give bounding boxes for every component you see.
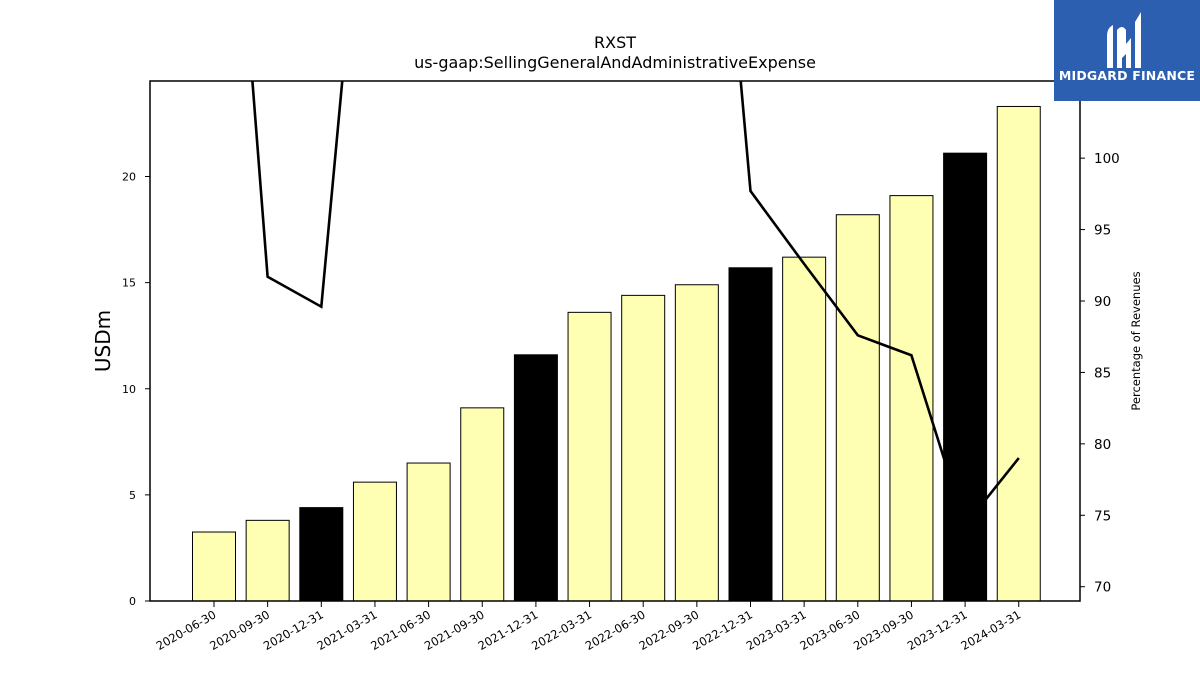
bar xyxy=(889,195,934,602)
bar xyxy=(299,507,344,602)
logo-mark-icon xyxy=(1107,12,1141,68)
x-tick-label: 2023-03-31 xyxy=(744,607,809,653)
logo-text: MIDGARD FINANCE xyxy=(1058,68,1196,83)
chart-subtitle: us-gaap:SellingGeneralAndAdministrativeE… xyxy=(414,53,816,72)
bar xyxy=(835,214,880,602)
x-tick-label: 2021-12-31 xyxy=(476,607,541,653)
x-tick-label: 2021-09-30 xyxy=(422,607,487,653)
bar xyxy=(782,256,827,602)
series-line xyxy=(739,81,1020,529)
bar xyxy=(192,531,236,602)
x-tick-label: 2022-06-30 xyxy=(583,607,648,653)
x-tick-label: 2022-03-31 xyxy=(529,607,594,653)
x-tick-label: 2021-06-30 xyxy=(368,607,433,653)
y-axis-label: USDm xyxy=(91,310,115,372)
x-tick-label: 2022-09-30 xyxy=(636,607,701,653)
bar xyxy=(245,519,290,602)
x-tick-label: 2020-06-30 xyxy=(154,607,219,653)
bar xyxy=(621,294,666,602)
x-tick-label: 2023-06-30 xyxy=(797,607,862,653)
y2-tick-label: 100 xyxy=(1094,151,1120,167)
y2-tick-label: 80 xyxy=(1094,437,1111,453)
bar xyxy=(996,105,1041,602)
bar xyxy=(728,267,773,602)
chart-title: RXST xyxy=(594,33,636,52)
midgard-finance-logo: MIDGARD FINANCE xyxy=(1054,0,1200,101)
y-tick-label: 0 xyxy=(129,595,136,608)
y-tick-label: 20 xyxy=(122,171,136,184)
bar xyxy=(352,481,397,602)
x-tick-label: 2020-12-31 xyxy=(261,607,326,653)
bar xyxy=(567,311,612,602)
bar xyxy=(406,462,451,602)
bar xyxy=(460,407,505,602)
y2-tick-label: 75 xyxy=(1094,508,1111,524)
x-tick-label: 2020-09-30 xyxy=(207,607,272,653)
y2-tick-label: 85 xyxy=(1094,365,1111,381)
plot-frame xyxy=(149,80,1081,602)
x-tick-label: 2023-12-31 xyxy=(905,607,970,653)
y-tick-label: 5 xyxy=(129,489,136,502)
x-tick-label: 2022-12-31 xyxy=(690,607,755,653)
y2-axis-label: Percentage of Revenues xyxy=(1129,271,1143,410)
y2-tick-label: 70 xyxy=(1094,580,1111,596)
y2-tick-label: 95 xyxy=(1094,223,1111,239)
x-tick-label: 2024-03-31 xyxy=(958,607,1023,653)
bar xyxy=(943,152,988,602)
x-tick-label: 2021-03-31 xyxy=(315,607,380,653)
bar xyxy=(674,284,719,602)
bar xyxy=(513,354,558,602)
y-tick-label: 10 xyxy=(122,383,136,396)
y-tick-label: 15 xyxy=(122,277,136,290)
x-tick-label: 2023-09-30 xyxy=(851,607,916,653)
y2-tick-label: 90 xyxy=(1094,294,1111,310)
series-line xyxy=(251,81,344,309)
